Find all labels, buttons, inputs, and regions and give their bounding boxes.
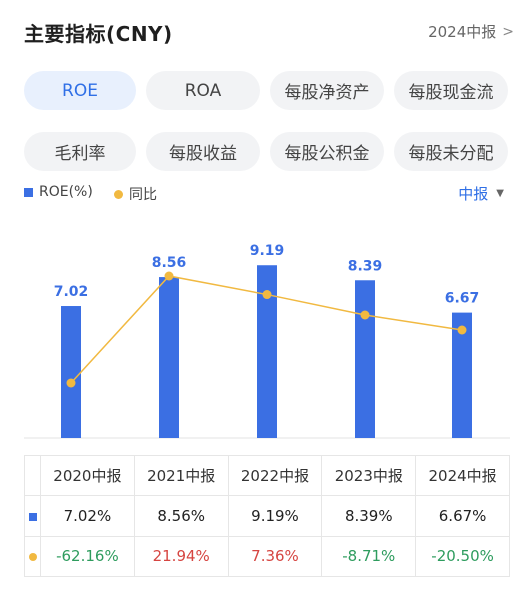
chart-svg: 7.02 8.56 9.19 8.39 6.67 xyxy=(24,243,510,439)
tab-gross-margin[interactable]: 毛利率 xyxy=(24,132,136,171)
chart-legend: ROE(%) 同比 中报 ▼ xyxy=(24,182,510,206)
legend-roe: ROE(%) xyxy=(24,184,93,200)
tab-roa[interactable]: ROA xyxy=(146,71,260,110)
table-cell: 9.19% xyxy=(227,495,323,537)
tab-capital-reserve-per-share[interactable]: 每股公积金 xyxy=(270,132,384,171)
legend-roe-label: ROE(%) xyxy=(39,184,93,200)
bar-value-label: 9.19 xyxy=(250,243,285,259)
caret-down-icon: ▼ xyxy=(496,188,504,199)
table-cell: 8.39% xyxy=(321,495,417,537)
bar-value-label: 8.39 xyxy=(348,258,383,274)
report-period-label: 2024中报 xyxy=(428,23,497,41)
table-header-cell: 2021中报 xyxy=(133,454,229,497)
yoy-point xyxy=(66,378,76,388)
tab-roe[interactable]: ROE xyxy=(24,71,136,110)
roe-bar xyxy=(159,277,179,438)
chevron-right-icon: > xyxy=(502,23,514,40)
table-header-cell: 2023中报 xyxy=(321,454,417,497)
table-cell: 8.56% xyxy=(133,495,229,537)
table-row-roe: 7.02% 8.56% 9.19% 8.39% 6.67% xyxy=(24,495,510,537)
table-header-cell: 2024中报 xyxy=(415,454,510,497)
roe-bar xyxy=(355,280,375,438)
row-marker xyxy=(24,535,41,578)
bar-value-label: 8.56 xyxy=(152,255,187,271)
period-type-select[interactable]: 中报 ▼ xyxy=(458,183,504,204)
roe-bar xyxy=(257,265,277,438)
header: 主要指标(CNY) 2024中报 > xyxy=(0,0,528,64)
table-cell: 7.02% xyxy=(40,495,135,537)
bar-legend-icon xyxy=(24,187,33,197)
table-header-cell: 2022中报 xyxy=(227,454,323,497)
table-header-cell: 2020中报 xyxy=(40,454,135,497)
yoy-point xyxy=(262,290,272,300)
yoy-point xyxy=(457,325,467,335)
table-header-row: 2020中报 2021中报 2022中报 2023中报 2024中报 xyxy=(24,454,510,497)
tab-undistributed-per-share[interactable]: 每股未分配 xyxy=(394,132,508,171)
bar-value-label: 6.67 xyxy=(445,291,480,307)
roe-bar xyxy=(61,306,81,438)
metric-tabs: ROE ROA 每股净资产 每股现金流 毛利率 每股收益 每股公积金 每股未分配 xyxy=(24,71,510,171)
report-period-link[interactable]: 2024中报 > xyxy=(428,21,514,42)
table-cell: -20.50% xyxy=(415,535,510,578)
yoy-point xyxy=(164,271,174,281)
period-type-label: 中报 xyxy=(458,185,489,203)
tab-net-assets-per-share[interactable]: 每股净资产 xyxy=(270,71,384,110)
roe-chart: 7.02 8.56 9.19 8.39 6.67 xyxy=(0,214,528,446)
table-corner-cell xyxy=(24,454,41,497)
table-cell: 7.36% xyxy=(227,535,323,578)
row-marker xyxy=(24,495,41,537)
table-row-yoy: -62.16% 21.94% 7.36% -8.71% -20.50% xyxy=(24,535,510,578)
roe-bar xyxy=(452,312,472,438)
tab-eps[interactable]: 每股收益 xyxy=(146,132,260,171)
page-title: 主要指标(CNY) xyxy=(24,22,173,46)
tab-cash-flow-per-share[interactable]: 每股现金流 xyxy=(394,71,508,110)
legend-yoy: 同比 xyxy=(114,184,157,204)
dot-legend-icon xyxy=(114,189,123,199)
metric-table: 2020中报 2021中报 2022中报 2023中报 2024中报 7.02%… xyxy=(24,454,510,578)
table-cell: 6.67% xyxy=(415,495,510,537)
table-cell: 21.94% xyxy=(133,535,229,578)
table-cell: -8.71% xyxy=(321,535,417,578)
yoy-point xyxy=(360,310,370,320)
bar-value-label: 7.02 xyxy=(54,284,89,300)
dot-marker-icon xyxy=(28,553,37,562)
legend-yoy-label: 同比 xyxy=(129,187,157,203)
table-cell: -62.16% xyxy=(40,535,135,578)
bar-marker-icon xyxy=(28,512,37,521)
